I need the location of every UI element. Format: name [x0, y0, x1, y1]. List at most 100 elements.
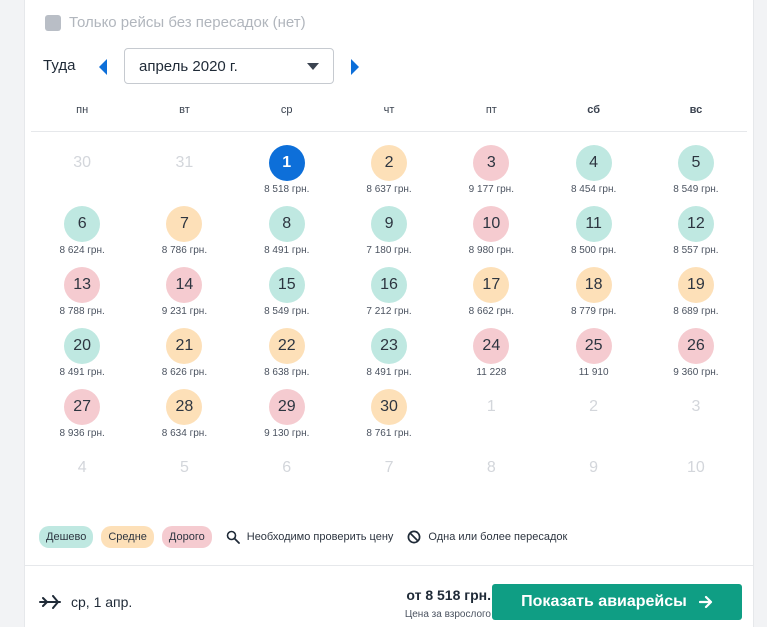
calendar-day[interactable]: 14 9 231 грн. — [133, 262, 235, 323]
calendar-day: 10 — [645, 445, 747, 506]
calendar-day[interactable]: 10 8 980 грн. — [440, 201, 542, 262]
price-block: от 8 518 грн. Цена за взрослого — [405, 587, 491, 620]
calendar-day[interactable]: 23 8 491 грн. — [338, 323, 440, 384]
day-price: 9 360 грн. — [673, 367, 719, 378]
trip-date: ср, 1 апр. — [71, 594, 133, 610]
weekday-wed: ср — [280, 104, 293, 116]
day-number: 4 — [575, 145, 612, 181]
calendar-day[interactable]: 13 8 788 грн. — [31, 262, 133, 323]
day-price: 8 638 грн. — [264, 367, 310, 378]
day-number: 11 — [575, 206, 612, 242]
day-number: 23 — [371, 328, 408, 364]
day-price: 8 491 грн. — [264, 245, 310, 256]
weekday-sat: сб — [587, 104, 601, 116]
day-price: 8 689 грн. — [673, 306, 719, 317]
calendar-day[interactable]: 21 8 626 грн. — [133, 323, 235, 384]
day-price: 9 231 грн. — [161, 306, 208, 317]
calendar-day[interactable]: 24 11 228 — [440, 323, 542, 384]
calendar-day[interactable]: 5 8 549 грн. — [645, 140, 747, 201]
calendar-day[interactable]: 6 8 624 грн. — [31, 201, 133, 262]
day-price: 8 662 грн. — [468, 306, 514, 317]
calendar-day[interactable]: 1 8 518 грн. — [236, 140, 338, 201]
prev-month-button[interactable] — [96, 57, 110, 77]
calendar-day: 8 — [440, 445, 542, 506]
calendar-day[interactable]: 9 7 180 грн. — [338, 201, 440, 262]
calendar-day[interactable]: 26 9 360 грн. — [645, 323, 747, 384]
summary-footer: ср, 1 апр. от 8 518 грн. Цена за взросло… — [25, 565, 753, 627]
day-number: 30 — [73, 154, 92, 171]
calendar-day[interactable]: 15 8 549 грн. — [236, 262, 338, 323]
direct-only-filter[interactable]: Только рейсы без пересадок (нет) — [45, 14, 306, 31]
calendar-day[interactable]: 19 8 689 грн. — [645, 262, 747, 323]
weekday-mon: пн — [76, 104, 89, 116]
day-number: 30 — [371, 389, 408, 425]
calendar-day[interactable]: 8 8 491 грн. — [236, 201, 338, 262]
calendar-day[interactable]: 18 8 779 грн. — [542, 262, 644, 323]
calendar-day[interactable]: 11 8 500 грн. — [542, 201, 644, 262]
day-number: 13 — [64, 267, 101, 303]
calendar-day[interactable]: 22 8 638 грн. — [236, 323, 338, 384]
day-price: 9 177 грн. — [468, 184, 514, 195]
day-number: 7 — [166, 206, 203, 242]
adult-price-note: Цена за взрослого — [404, 609, 491, 620]
day-number: 24 — [473, 328, 510, 364]
calendar-day[interactable]: 27 8 936 грн. — [31, 384, 133, 445]
day-number: 20 — [64, 328, 101, 364]
day-number: 3 — [691, 398, 701, 415]
day-price: 8 634 грн. — [161, 428, 208, 439]
day-price: 8 980 грн. — [468, 245, 514, 256]
day-number: 6 — [282, 459, 292, 476]
prohibited-icon — [407, 530, 421, 544]
day-number: 31 — [175, 154, 194, 171]
show-flights-label: Показать авиарейсы — [521, 593, 687, 610]
legend-expensive: Дорого — [161, 526, 212, 548]
day-price: 8 637 грн. — [366, 184, 412, 195]
calendar-day: 2 — [542, 384, 644, 445]
day-number: 28 — [166, 389, 203, 425]
calendar-day[interactable]: 12 8 557 грн. — [645, 201, 747, 262]
plane-icon — [39, 595, 61, 609]
month-select[interactable]: апрель 2020 г. — [124, 48, 334, 84]
day-number: 2 — [371, 145, 408, 181]
day-price: 11 228 — [476, 367, 507, 378]
calendar-day[interactable]: 3 9 177 грн. — [440, 140, 542, 201]
checkbox-icon[interactable] — [45, 14, 61, 31]
day-price: 8 491 грн. — [366, 367, 412, 378]
day-number: 21 — [166, 328, 203, 364]
day-number: 6 — [64, 206, 101, 242]
legend-mid: Средне — [101, 526, 154, 548]
trip-summary: ср, 1 апр. — [39, 594, 132, 610]
day-price: 8 557 грн. — [673, 245, 719, 256]
calendar-grid: 30 31 1 8 518 грн. 2 8 637 грн. 3 9 177 грн. 4 8 … — [31, 140, 747, 506]
direct-only-label: Только рейсы без пересадок (нет) — [69, 14, 306, 31]
show-flights-button[interactable]: Показать авиарейсы — [492, 584, 742, 620]
day-price: 8 626 грн. — [161, 367, 208, 378]
day-number: 7 — [384, 459, 394, 476]
legend-with-stops-label: Одна или более пересадок — [428, 531, 568, 543]
calendar-day[interactable]: 17 8 662 грн. — [440, 262, 542, 323]
day-number: 10 — [687, 459, 705, 476]
calendar-day[interactable]: 16 7 212 грн. — [338, 262, 440, 323]
day-number: 4 — [77, 459, 87, 476]
weekday-thu: чт — [383, 104, 395, 116]
chevron-right-icon — [351, 59, 359, 75]
calendar-day[interactable]: 2 8 637 грн. — [338, 140, 440, 201]
day-number: 1 — [486, 398, 496, 415]
calendar-day[interactable]: 25 11 910 — [542, 323, 644, 384]
day-number: 5 — [179, 459, 189, 476]
calendar-day[interactable]: 28 8 634 грн. — [133, 384, 235, 445]
calendar-day[interactable]: 20 8 491 грн. — [31, 323, 133, 384]
legend-cheap: Дешево — [39, 526, 94, 548]
calendar-day: 3 — [645, 384, 747, 445]
day-price: 8 761 грн. — [366, 428, 412, 439]
next-month-button[interactable] — [348, 57, 362, 77]
calendar-day[interactable]: 30 8 761 грн. — [338, 384, 440, 445]
price-legend: Дешево Средне Дорого Необходимо проверит… — [39, 526, 567, 548]
arrow-right-icon — [698, 595, 712, 609]
day-number: 12 — [677, 206, 714, 242]
caret-down-icon — [307, 62, 319, 70]
calendar-day[interactable]: 4 8 454 грн. — [542, 140, 644, 201]
calendar-day[interactable]: 29 9 130 грн. — [236, 384, 338, 445]
day-price: 8 624 грн. — [59, 245, 105, 256]
calendar-day[interactable]: 7 8 786 грн. — [133, 201, 235, 262]
